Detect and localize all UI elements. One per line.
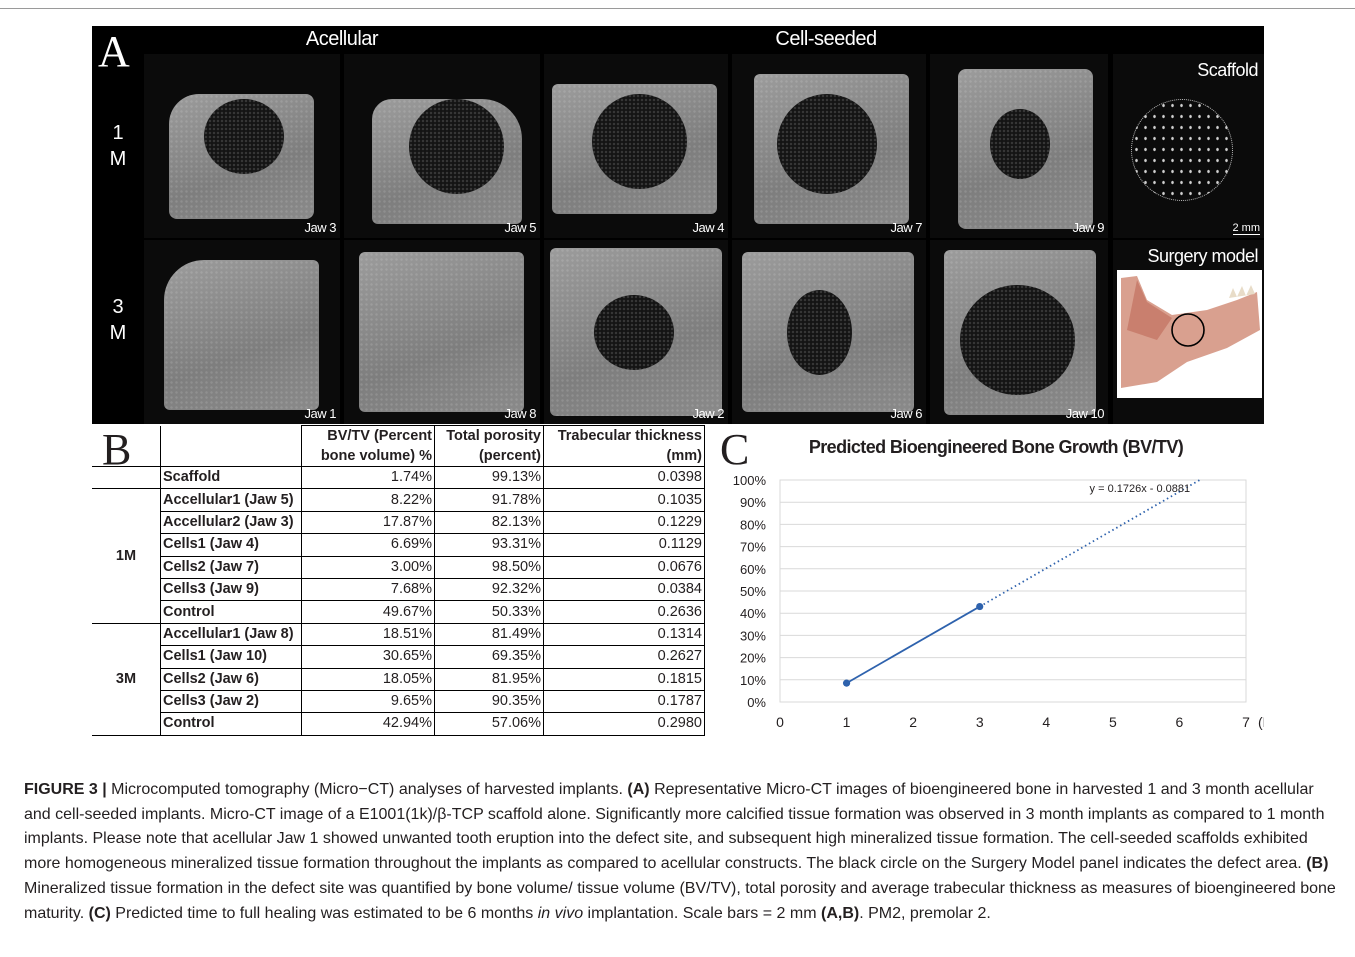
header-bvtv: BV/TV (Percent bone volume) % — [301, 425, 435, 467]
micro-ct-image: Jaw 9 — [930, 54, 1108, 238]
caption-ref-ab: (A,B) — [821, 904, 860, 922]
jaw-label: Jaw 7 — [890, 220, 923, 235]
caption-intro: Microcomputed tomography (Micro−CT) anal… — [111, 781, 623, 798]
x-tick-label: 0 — [776, 714, 784, 730]
group-header-acellular: Acellular — [305, 28, 379, 50]
scaffold-label: Scaffold — [1197, 60, 1258, 80]
figure-top-rule — [0, 8, 1355, 9]
table-row: 1M Accellular1 (Jaw 5) 8.22% 91.78% 0.1035 — [92, 488, 705, 624]
panel-b-table: BV/TV (Percent bone volume) % Total poros… — [92, 425, 705, 736]
table-row: Control 49.67% 50.33% 0.2636 — [92, 600, 705, 624]
jaw-label: Jaw 1 — [304, 406, 337, 421]
y-tick-label: 80% — [740, 517, 766, 532]
scale-bar: 2 mm — [1232, 222, 1260, 235]
table-row: Cells3 (Jaw 9) 7.68% 92.32% 0.0384 — [92, 577, 705, 602]
micro-ct-image: Jaw 5 — [344, 54, 540, 238]
micro-ct-image: Jaw 2 — [544, 240, 728, 424]
header-porosity: Total porosity (percent) — [434, 425, 544, 467]
x-unit-label: (M) — [1258, 714, 1264, 730]
jaw-label: Jaw 4 — [692, 220, 725, 235]
surgery-model-label: Surgery model — [1147, 246, 1258, 266]
table-row: Cells1 (Jaw 10) 30.65% 69.35% 0.2627 — [92, 645, 705, 669]
micro-ct-image: Jaw 6 — [732, 240, 926, 424]
group-header-cell-seeded: Cell-seeded — [775, 28, 877, 50]
scaffold-cross-section — [1131, 99, 1233, 201]
header-thickness: Trabecular thickness (mm) — [543, 425, 705, 467]
panel-c-chart: Predicted Bioengineered Bone Growth (BV/… — [733, 437, 1264, 730]
scaffold-image: Scaffold 2 mm — [1113, 54, 1264, 238]
micro-ct-image: Jaw 4 — [544, 54, 728, 238]
micro-ct-image: Jaw 8 — [344, 240, 540, 424]
table-row: 3M Accellular1 (Jaw 8) 18.51% 81.49% 0.1314 — [92, 622, 705, 736]
x-tick-label: 1 — [843, 714, 851, 730]
y-tick-label: 40% — [740, 606, 766, 621]
x-tick-label: 2 — [909, 714, 917, 730]
table-row: Cells1 (Jaw 4) 6.69% 93.31% 0.1129 — [92, 533, 705, 557]
trendline-equation: y = 0.1726x - 0.0881 — [1090, 483, 1191, 495]
caption-italic: in vivo — [537, 904, 584, 922]
y-tick-label: 70% — [740, 540, 766, 555]
caption-label: FIGURE 3 | — [24, 781, 107, 798]
panel-c-letter: C — [720, 425, 750, 474]
table-row: Scaffold 1.74% 99.13% 0.0398 — [92, 465, 705, 490]
table-row: Accellular2 (Jaw 3) 17.87% 82.13% 0.1229 — [92, 510, 705, 535]
data-point — [976, 602, 984, 611]
group-label-1m: 1M — [92, 488, 161, 624]
table-row: Cells2 (Jaw 6) 18.05% 81.95% 0.1815 — [92, 667, 705, 691]
caption-ref-b: (B) — [1306, 855, 1329, 873]
y-tick-label: 50% — [740, 584, 766, 599]
panel-b-letter: B — [102, 425, 132, 474]
y-tick-label: 30% — [740, 628, 766, 643]
x-tick-label: 3 — [976, 714, 984, 730]
surgery-model-image: Surgery model — [1113, 240, 1264, 424]
x-tick-label: 7 — [1242, 714, 1250, 730]
series-line — [846, 605, 981, 684]
group-label-3m: 3M — [92, 622, 161, 736]
table-header-row: BV/TV (Percent bone volume) % Total poros… — [92, 425, 705, 467]
figure-caption: FIGURE 3 | Microcomputed tomography (Mic… — [24, 778, 1344, 926]
caption-text-c: Predicted time to full healing was estim… — [115, 904, 534, 922]
caption-ref-a: (A) — [627, 781, 650, 798]
data-point — [842, 679, 851, 687]
caption-text-b: Mineralized tissue formation in the defe… — [24, 879, 1336, 922]
jaw-label: Jaw 9 — [1072, 220, 1105, 235]
y-tick-label: 100% — [733, 473, 767, 488]
jaw-label: Jaw 2 — [692, 406, 725, 421]
jaw-label: Jaw 3 — [304, 220, 337, 235]
y-tick-label: 20% — [740, 651, 766, 666]
micro-ct-image: Jaw 3 — [144, 54, 340, 238]
trendline — [979, 479, 1200, 608]
jaw-label: Jaw 8 — [504, 406, 537, 421]
caption-ref-c: (C) — [88, 904, 111, 922]
table-row: Cells2 (Jaw 7) 3.00% 98.50% 0.0676 — [92, 555, 705, 579]
caption-text-a: Representative Micro-CT images of bioeng… — [24, 781, 1325, 873]
table-row: Cells3 (Jaw 2) 9.65% 90.35% 0.1787 — [92, 689, 705, 714]
jaw-label: Jaw 10 — [1065, 406, 1105, 421]
y-tick-label: 60% — [740, 562, 766, 577]
micro-ct-image: Jaw 1 — [144, 240, 340, 424]
chart-title: Predicted Bioengineered Bone Growth (BV/… — [809, 437, 1184, 457]
mandible-photo — [1117, 270, 1262, 398]
caption-tail: . PM2, premolar 2. — [859, 904, 991, 922]
caption-text-c2: implantation. Scale bars = 2 mm — [587, 904, 817, 922]
jaw-label: Jaw 6 — [890, 406, 923, 421]
jaw-label: Jaw 5 — [504, 220, 537, 235]
y-tick-label: 0% — [747, 695, 766, 710]
x-tick-label: 5 — [1109, 714, 1117, 730]
x-tick-label: 4 — [1042, 714, 1050, 730]
y-tick-label: 90% — [740, 495, 766, 510]
micro-ct-image: Jaw 10 — [930, 240, 1108, 424]
table-row: Control 42.94% 57.06% 0.2980 — [92, 712, 705, 736]
x-tick-label: 6 — [1176, 714, 1184, 730]
panel-a-letter: A — [98, 27, 130, 76]
y-tick-label: 10% — [740, 673, 766, 688]
micro-ct-image: Jaw 7 — [732, 54, 926, 238]
